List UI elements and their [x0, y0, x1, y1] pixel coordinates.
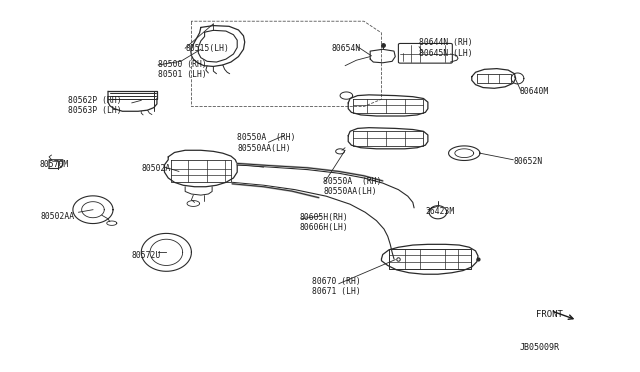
- Text: 80550A  (RH)
80550AA(LH): 80550A (RH) 80550AA(LH): [323, 177, 381, 196]
- Text: 80652N: 80652N: [513, 157, 543, 166]
- Text: 80670 (RH)
80671 (LH): 80670 (RH) 80671 (LH): [312, 276, 361, 296]
- Text: 80654N: 80654N: [332, 44, 360, 53]
- Text: 26423M: 26423M: [426, 207, 454, 216]
- Text: 80570M: 80570M: [39, 160, 68, 169]
- Text: 80644N (RH)
80645N (LH): 80644N (RH) 80645N (LH): [419, 38, 473, 58]
- Text: 80550A  (RH)
80550AA(LH): 80550A (RH) 80550AA(LH): [237, 133, 296, 153]
- Text: 80500 (RH)
80501 (LH): 80500 (RH) 80501 (LH): [158, 60, 207, 79]
- Text: FRONT: FRONT: [536, 310, 563, 319]
- Text: 80515(LH): 80515(LH): [185, 44, 229, 53]
- Text: 80572U: 80572U: [132, 251, 161, 260]
- Text: 80605H(RH)
80606H(LH): 80605H(RH) 80606H(LH): [300, 213, 349, 232]
- Text: 80502AA: 80502AA: [41, 212, 75, 221]
- Text: JB05009R: JB05009R: [520, 343, 559, 352]
- Text: 80562P (RH)
80563P (LH): 80562P (RH) 80563P (LH): [68, 96, 122, 115]
- Text: 80640M: 80640M: [520, 87, 548, 96]
- Text: 80502A: 80502A: [141, 164, 170, 173]
